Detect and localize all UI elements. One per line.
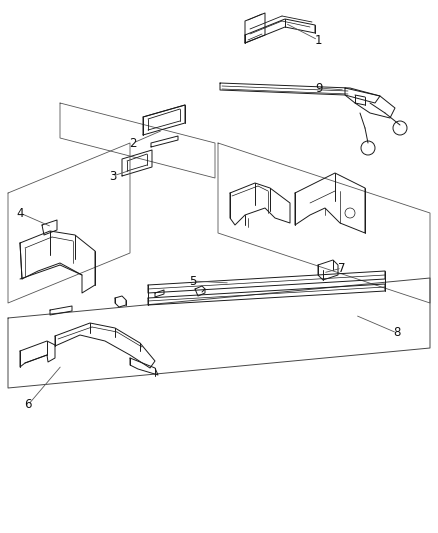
- Text: 8: 8: [392, 327, 400, 340]
- Text: 7: 7: [338, 262, 345, 274]
- Text: 4: 4: [16, 206, 24, 220]
- Text: 5: 5: [189, 274, 196, 287]
- Text: 2: 2: [129, 136, 137, 149]
- Text: 3: 3: [109, 169, 117, 182]
- Text: 1: 1: [314, 34, 321, 46]
- Text: 6: 6: [24, 399, 32, 411]
- Text: 9: 9: [314, 82, 322, 94]
